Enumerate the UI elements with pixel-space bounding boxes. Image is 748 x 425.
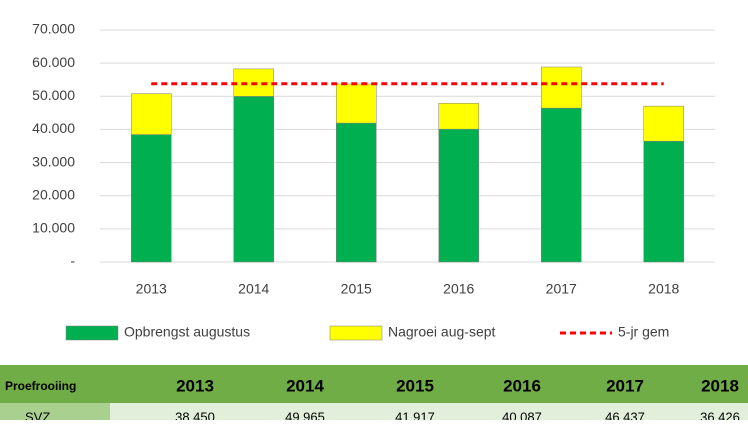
- table-cell: 41.917: [395, 409, 435, 420]
- table-cell: 49.965: [285, 409, 325, 420]
- table-cell: SVZ: [25, 409, 50, 420]
- y-tick-label: 30.000: [32, 153, 75, 169]
- bar-segment: [541, 66, 582, 109]
- bar-segment: [131, 93, 172, 135]
- legend-swatch: [329, 325, 383, 341]
- x-tick-label: 2015: [341, 281, 372, 297]
- y-tick-label: 10.000: [32, 220, 75, 236]
- bar-segment: [643, 105, 684, 142]
- table-header-cell: 2015: [396, 376, 434, 395]
- bar-segment: [336, 122, 377, 263]
- table-header-cell: 2016: [503, 376, 541, 395]
- table-cell: 46.437: [605, 409, 645, 420]
- table-header-bg: [0, 365, 748, 403]
- x-tick-label: 2014: [238, 281, 269, 297]
- table-cell: 38.450: [175, 409, 215, 420]
- table-row-label-bg: [0, 403, 110, 420]
- x-tick-label: 2018: [648, 281, 679, 297]
- y-tick-label: 20.000: [32, 186, 75, 202]
- x-tick-label: 2017: [546, 281, 577, 297]
- y-tick-label: 50.000: [32, 87, 75, 103]
- bar-segment: [233, 96, 274, 263]
- legend-label: Opbrengst augustus: [124, 324, 250, 340]
- bar-segment: [438, 103, 479, 130]
- table-cell: 40.087: [502, 409, 542, 420]
- table-header-cell: Proefrooiing: [5, 379, 76, 393]
- x-tick-label: 2016: [443, 281, 474, 297]
- bar-segment: [438, 128, 479, 263]
- legend-swatch: [65, 325, 119, 341]
- y-tick-label: -: [70, 253, 75, 269]
- table-header-cell: 2013: [176, 376, 214, 395]
- bar-segment: [131, 134, 172, 263]
- table-header-cell: 2017: [606, 376, 644, 395]
- y-tick-label: 60.000: [32, 54, 75, 70]
- table-header-cell: 2018: [701, 376, 739, 395]
- y-tick-label: 70.000: [32, 21, 75, 37]
- table-cell: 36.426: [700, 409, 740, 420]
- x-tick-label: 2013: [136, 281, 167, 297]
- bar-segment: [336, 83, 377, 124]
- legend-label: Nagroei aug-sept: [388, 324, 496, 340]
- bar-segment: [643, 141, 684, 263]
- y-tick-label: 40.000: [32, 120, 75, 136]
- legend-label: 5-jr gem: [618, 324, 669, 340]
- bar-segment: [541, 107, 582, 263]
- table-row-bg: [0, 403, 748, 420]
- table-header-cell: 2014: [286, 376, 324, 395]
